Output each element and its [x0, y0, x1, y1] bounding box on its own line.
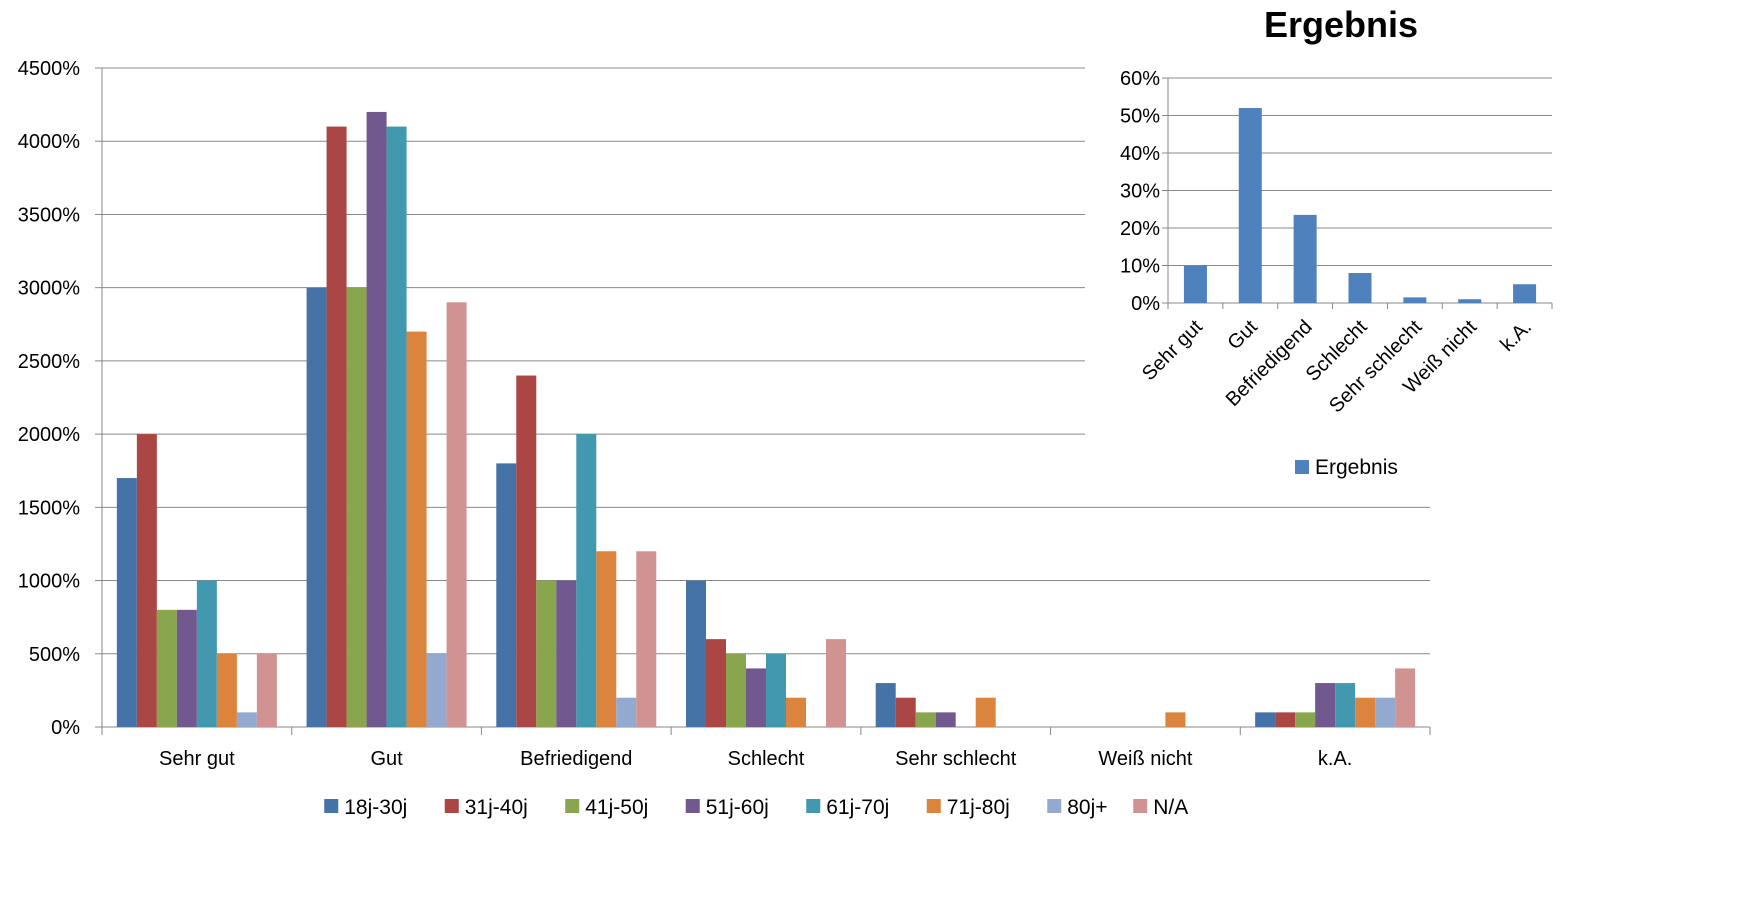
inset-bar	[1403, 297, 1427, 303]
main-bar-51j-60j	[366, 111, 387, 727]
main-y-tick-label: 2500%	[18, 351, 80, 373]
main-bar-71j-80j	[786, 697, 806, 727]
legend-swatch-61j-70j	[806, 799, 821, 813]
main-bar-31j-40j	[706, 639, 726, 727]
inset-bar	[1238, 108, 1262, 303]
main-bar-61j-70j	[576, 434, 597, 727]
main-bar-71j-80j	[1355, 697, 1376, 727]
main-bar-18j-30j	[686, 580, 706, 727]
main-x-tick-label: Weiß nicht	[1098, 748, 1193, 770]
main-bar-71j-80j	[216, 653, 237, 727]
main-bar-51j-60j	[556, 580, 577, 727]
main-x-tick-label: Sehr gut	[159, 748, 235, 770]
main-bar-61j-70j	[196, 580, 217, 727]
legend-swatch-51j-60j	[685, 799, 700, 813]
inset-y-tick-label: 60%	[1120, 68, 1160, 90]
main-bar-18j-30j	[306, 287, 327, 727]
main-x-tick-label: Gut	[370, 748, 403, 770]
main-bar-51j-60j	[746, 668, 766, 727]
main-bar-N/A	[636, 551, 657, 727]
main-bar-41j-50j	[1295, 712, 1316, 727]
legend-label-51j-60j: 51j-60j	[706, 796, 769, 819]
main-bar-51j-60j	[176, 609, 197, 727]
main-y-tick-label: 0%	[51, 717, 80, 739]
legend-label-18j-30j: 18j-30j	[344, 796, 407, 819]
legend-label-61j-70j: 61j-70j	[826, 796, 889, 819]
main-bar-N/A	[1395, 668, 1416, 727]
inset-legend-label: Ergebnis	[1315, 456, 1398, 479]
main-bar-71j-80j	[406, 331, 427, 727]
inset-bar	[1293, 214, 1317, 303]
inset-y-tick-label: 20%	[1120, 218, 1160, 240]
main-y-tick-label: 3500%	[18, 204, 80, 226]
main-y-tick-label: 4000%	[18, 131, 80, 153]
main-bar-41j-50j	[536, 580, 557, 727]
main-bar-80j+	[1375, 697, 1396, 727]
main-y-tick-label: 1500%	[18, 497, 80, 519]
main-y-tick-label: 500%	[29, 644, 80, 666]
main-y-tick-label: 4500%	[18, 58, 80, 80]
main-bar-31j-40j	[326, 126, 347, 728]
legend-label-71j-80j: 71j-80j	[947, 796, 1010, 819]
legend-swatch-N/A	[1133, 799, 1148, 813]
legend-swatch-71j-80j	[926, 799, 941, 813]
legend-swatch-31j-40j	[444, 799, 459, 813]
inset-bar	[1348, 273, 1372, 303]
main-bar-51j-60j	[1315, 683, 1336, 727]
inset-y-tick-label: 50%	[1120, 106, 1160, 128]
main-bar-41j-50j	[156, 609, 177, 727]
legend-swatch-80j+	[1047, 799, 1062, 813]
main-bar-N/A	[826, 639, 846, 727]
main-bar-51j-60j	[935, 712, 956, 727]
main-y-tick-label: 2000%	[18, 424, 80, 446]
inset-bar	[1513, 284, 1537, 303]
inset-y-tick-label: 40%	[1120, 143, 1160, 165]
main-bar-41j-50j	[915, 712, 936, 727]
main-bar-80j+	[236, 712, 257, 727]
main-bar-N/A	[256, 653, 277, 727]
main-bar-71j-80j	[1165, 712, 1186, 727]
main-bar-31j-40j	[516, 375, 537, 727]
main-bar-N/A	[446, 302, 467, 727]
inset-y-tick-label: 10%	[1120, 256, 1160, 278]
main-bar-31j-40j	[895, 697, 916, 727]
main-bar-18j-30j	[116, 478, 137, 727]
inset-y-tick-label: 0%	[1131, 293, 1160, 315]
main-bar-61j-70j	[1335, 683, 1356, 727]
main-y-tick-label: 1000%	[18, 571, 80, 593]
legend-swatch-41j-50j	[565, 799, 580, 813]
inset-y-tick-label: 30%	[1120, 181, 1160, 203]
inset-title: Ergebnis	[1264, 4, 1418, 45]
main-bar-80j+	[426, 653, 447, 727]
inset-bar	[1183, 265, 1207, 303]
main-x-tick-label: Befriedigend	[520, 748, 632, 770]
inset-bar	[1458, 299, 1482, 303]
main-bar-31j-40j	[136, 434, 157, 727]
inset-panel	[1085, 0, 1742, 498]
main-bar-71j-80j	[596, 551, 617, 727]
main-bar-61j-70j	[766, 653, 786, 727]
legend-swatch-18j-30j	[324, 799, 339, 813]
main-x-tick-label: Schlecht	[728, 748, 805, 770]
legend-label-80j+: 80j+	[1067, 796, 1107, 819]
main-x-tick-label: k.A.	[1318, 748, 1352, 770]
main-bar-80j+	[616, 697, 637, 727]
legend-label-N/A: N/A	[1153, 796, 1188, 819]
main-bar-18j-30j	[875, 683, 896, 727]
main-y-tick-label: 3000%	[18, 278, 80, 300]
main-bar-41j-50j	[346, 287, 367, 727]
main-bar-61j-70j	[386, 126, 407, 728]
main-bar-18j-30j	[496, 463, 517, 727]
legend-label-31j-40j: 31j-40j	[465, 796, 528, 819]
main-bar-18j-30j	[1255, 712, 1276, 727]
main-bar-31j-40j	[1275, 712, 1296, 727]
inset-legend-swatch	[1295, 460, 1309, 474]
legend-label-41j-50j: 41j-50j	[585, 796, 648, 819]
main-bar-71j-80j	[975, 697, 996, 727]
main-x-tick-label: Sehr schlecht	[895, 748, 1017, 770]
main-bar-41j-50j	[726, 653, 746, 727]
inset-chart-background	[1162, 77, 1553, 309]
